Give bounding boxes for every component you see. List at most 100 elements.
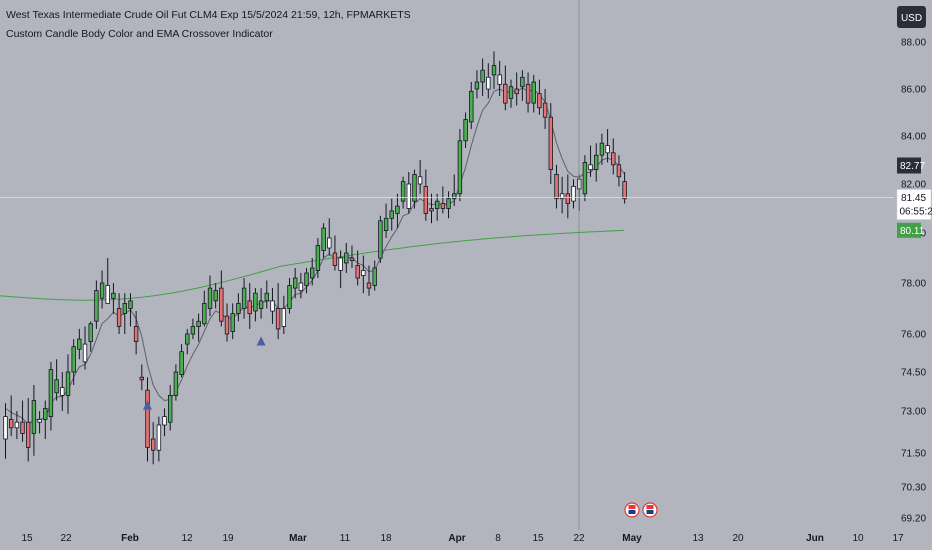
candle [71, 339, 76, 385]
candle-body [525, 83, 531, 104]
candle [332, 235, 338, 271]
candle-body [167, 394, 173, 423]
candle-body [542, 102, 548, 118]
x-tick-label: 8 [495, 533, 501, 544]
candle-body [133, 325, 139, 342]
x-tick-label: 12 [181, 533, 193, 544]
candle [173, 364, 179, 401]
candle-body [548, 116, 553, 170]
candle [474, 70, 480, 99]
x-tick-label: 20 [732, 533, 744, 544]
x-tick-label: Mar [289, 533, 307, 544]
candle-body [48, 369, 54, 417]
candle [298, 273, 304, 299]
candle [525, 72, 531, 113]
candle-body [406, 183, 411, 209]
candle [304, 268, 309, 294]
last-price-tag-label: 81.45 [901, 193, 926, 204]
x-tick-label: 19 [222, 533, 234, 544]
y-tick-label: 82.00 [901, 180, 926, 191]
candle-body [474, 81, 480, 90]
candle-body [531, 81, 536, 104]
x-tick-label: 18 [380, 533, 392, 544]
candle-body [378, 220, 383, 259]
ema-crossover-signal-icon [256, 336, 266, 346]
candle-body [185, 333, 190, 345]
candle [622, 172, 627, 204]
x-tick-label: Jun [806, 533, 824, 544]
currency-button-bg[interactable] [897, 6, 926, 28]
candle-body [298, 282, 304, 291]
candle-body [213, 290, 218, 302]
event-icon-flag-top[interactable] [646, 505, 654, 509]
x-tick-label: 15 [21, 533, 33, 544]
candle-body [150, 438, 156, 451]
candle-body [270, 300, 275, 312]
candle [167, 385, 173, 431]
candle-body [25, 421, 31, 448]
candle-body [43, 407, 48, 420]
candle [321, 223, 326, 258]
candle [202, 290, 207, 327]
candle-body [349, 257, 355, 261]
candle-body [355, 265, 360, 279]
candle [20, 400, 25, 442]
currency-button[interactable]: USD [897, 6, 926, 28]
candle [275, 283, 281, 340]
candle-body [457, 140, 463, 195]
candle [446, 191, 451, 219]
event-icon-flag-bottom[interactable] [628, 510, 636, 514]
candle-body [207, 287, 213, 309]
candle [309, 258, 315, 286]
candle-body [400, 181, 406, 202]
last-price-tag [896, 189, 932, 220]
candle-body [599, 142, 605, 156]
candle-body [128, 300, 133, 309]
candle [25, 398, 31, 462]
event-icon-flag-bottom[interactable] [646, 510, 654, 514]
prev-price-tag-label: 82.77 [900, 161, 925, 172]
candle-body [230, 313, 235, 332]
candle [219, 270, 224, 327]
candle [508, 79, 514, 108]
candle-body [520, 76, 525, 88]
candle-body [122, 302, 127, 314]
candle [417, 160, 423, 194]
candle-body [605, 145, 610, 154]
candle [60, 372, 65, 411]
ema-fast-line [5, 86, 626, 426]
x-tick-label: Apr [448, 533, 465, 544]
candle [258, 288, 264, 319]
ema-crossover-signal-icon [143, 400, 152, 410]
candle [43, 400, 48, 439]
currency-button-label[interactable]: USD [901, 13, 922, 24]
candle-body [190, 325, 196, 335]
economic-event-icon[interactable] [624, 502, 640, 518]
y-tick-label: 70.30 [901, 483, 926, 494]
candle-body [321, 227, 326, 251]
event-icon-flag-top[interactable] [628, 505, 636, 509]
candle-body [491, 65, 497, 76]
y-tick-label: 84.00 [901, 132, 926, 143]
candle-body [292, 277, 298, 289]
candle-body [8, 418, 14, 429]
x-tick-label: 13 [692, 533, 704, 544]
candle-body [508, 86, 514, 99]
candle-body [82, 343, 88, 363]
candle-body [366, 282, 372, 289]
candle-body [571, 185, 576, 202]
candle [213, 283, 218, 309]
economic-event-icon[interactable] [642, 502, 658, 518]
candle [599, 133, 605, 165]
candle-body [88, 323, 93, 342]
candle [349, 245, 355, 268]
candle [582, 155, 588, 202]
candle [128, 293, 133, 327]
candle-body [503, 83, 508, 104]
candle-body [554, 173, 559, 200]
candle-body [116, 308, 122, 327]
candle-body [162, 416, 167, 426]
candle [3, 403, 8, 459]
candle [486, 63, 491, 99]
